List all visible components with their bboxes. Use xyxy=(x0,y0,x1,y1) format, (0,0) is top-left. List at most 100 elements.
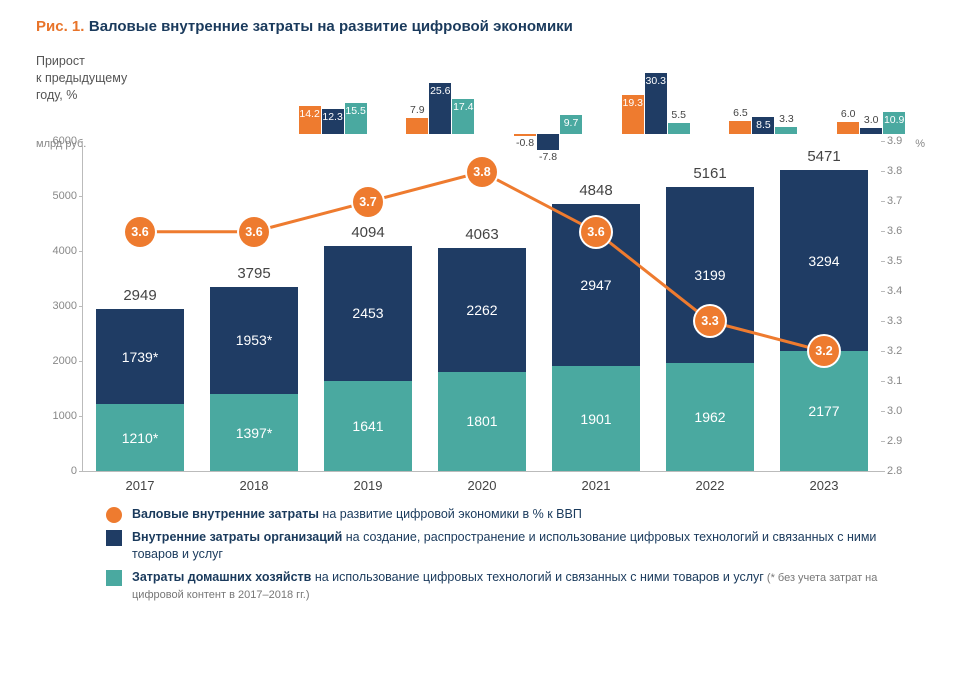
x-year-label: 2018 xyxy=(197,478,311,493)
segment-organizations: 3199 xyxy=(666,187,755,363)
y-right-tick: 2.9 xyxy=(887,435,919,447)
stack-total: 4063 xyxy=(438,226,527,243)
y-right-tick: 3.1 xyxy=(887,375,919,387)
segment-organizations: 1953* xyxy=(210,287,299,394)
growth-value: 15.5 xyxy=(341,105,371,117)
y-right-tick: 3.6 xyxy=(887,225,919,237)
stack-total: 2949 xyxy=(96,287,185,304)
x-year-label: 2017 xyxy=(83,478,197,493)
growth-value: 3.3 xyxy=(771,113,801,125)
y-left-tick: 2000 xyxy=(43,355,77,367)
x-year-label: 2019 xyxy=(311,478,425,493)
legend: Валовые внутренние затраты на развитие ц… xyxy=(106,506,925,603)
growth-bar: 7.9 xyxy=(406,118,428,134)
stack-bar: 217732945471 xyxy=(780,170,869,471)
x-year-label: 2020 xyxy=(425,478,539,493)
growth-value: 6.5 xyxy=(725,107,755,119)
stack-total: 5161 xyxy=(666,165,755,182)
y-left-tick: 5000 xyxy=(43,190,77,202)
year-slot-2020: 1801226240632020 xyxy=(425,142,539,471)
stack-total: 5471 xyxy=(780,148,869,165)
gdp-share-dot: 3.7 xyxy=(353,187,383,217)
year-slot-2018: 1397*1953*37952018 xyxy=(197,142,311,471)
gdp-share-dot: 3.6 xyxy=(239,217,269,247)
gdp-share-dot: 3.6 xyxy=(125,217,155,247)
x-year-label: 2022 xyxy=(653,478,767,493)
stack-bar: 164124534094 xyxy=(324,246,413,471)
main-chart: млрд руб. % 1210*1739*294920171397*1953*… xyxy=(36,142,925,472)
y-right-tick: 2.8 xyxy=(887,465,919,477)
segment-households: 1962 xyxy=(666,363,755,471)
y-left-tick: 3000 xyxy=(43,300,77,312)
gdp-share-dot: 3.2 xyxy=(809,336,839,366)
growth-group-2023: 6.03.010.9 xyxy=(817,44,925,134)
y-right-tick: 3.7 xyxy=(887,195,919,207)
segment-households: 1210* xyxy=(96,404,185,471)
growth-bar: 19.3 xyxy=(622,95,644,134)
y-right-tick: 3.8 xyxy=(887,165,919,177)
year-slot-2021: 1901294748482021 xyxy=(539,142,653,471)
legend-swatch xyxy=(106,570,122,586)
segment-households: 2177 xyxy=(780,351,869,471)
y-right-tick: 3.4 xyxy=(887,285,919,297)
x-year-label: 2023 xyxy=(767,478,881,493)
growth-group-2020: -0.8-7.89.7 xyxy=(494,44,602,134)
growth-group-2021: 19.330.35.5 xyxy=(602,44,710,134)
growth-value: 9.7 xyxy=(556,117,586,129)
growth-bar: 17.4 xyxy=(452,99,474,134)
growth-value: 19.3 xyxy=(618,97,648,109)
segment-organizations: 1739* xyxy=(96,309,185,405)
segment-households: 1641 xyxy=(324,381,413,471)
y-left-tick: 4000 xyxy=(43,245,77,257)
gdp-share-dot: 3.6 xyxy=(581,217,611,247)
growth-bar: 9.7 xyxy=(560,115,582,134)
stack-total: 3795 xyxy=(210,265,299,282)
growth-bar: 10.9 xyxy=(883,112,905,134)
growth-value: 30.3 xyxy=(641,75,671,87)
legend-swatch xyxy=(106,507,122,523)
y-left-tick: 6000 xyxy=(43,135,77,147)
segment-organizations: 3294 xyxy=(780,170,869,351)
growth-value: 5.5 xyxy=(664,109,694,121)
stack-total: 4848 xyxy=(552,182,641,199)
segment-households: 1801 xyxy=(438,372,527,471)
legend-text: Затраты домашних хозяйств на использован… xyxy=(132,569,925,603)
y-right-tick: 3.2 xyxy=(887,345,919,357)
segment-organizations: 2453 xyxy=(324,246,413,381)
stack-bar: 1210*1739*2949 xyxy=(96,309,185,471)
legend-text: Внутренние затраты организаций на создан… xyxy=(132,529,925,563)
growth-group-2018: 14.212.315.5 xyxy=(279,44,387,134)
growth-value: 10.9 xyxy=(879,114,909,126)
y-left-tick: 0 xyxy=(43,465,77,477)
gdp-share-dot: 3.8 xyxy=(467,157,497,187)
figure-label: Рис. 1. xyxy=(36,18,84,35)
growth-bar: 15.5 xyxy=(345,103,367,134)
x-year-label: 2021 xyxy=(539,478,653,493)
figure-title: Рис. 1. Валовые внутренние затраты на ра… xyxy=(36,18,925,36)
growth-bar: 5.5 xyxy=(668,123,690,134)
segment-households: 1901 xyxy=(552,366,641,471)
legend-swatch xyxy=(106,530,122,546)
legend-item: Внутренние затраты организаций на создан… xyxy=(106,529,925,563)
y-right-tick: 3.9 xyxy=(887,135,919,147)
segment-households: 1397* xyxy=(210,394,299,471)
legend-item: Затраты домашних хозяйств на использован… xyxy=(106,569,925,603)
growth-group-2022: 6.58.53.3 xyxy=(710,44,818,134)
growth-value: 17.4 xyxy=(448,101,478,113)
segment-organizations: 2262 xyxy=(438,248,527,372)
year-slot-2017: 1210*1739*29492017 xyxy=(83,142,197,471)
y-right-tick: 3.3 xyxy=(887,315,919,327)
growth-panel: Приростк предыдущемугоду, % 14.212.315.5… xyxy=(36,44,925,134)
year-slot-2023: 2177329454712023 xyxy=(767,142,881,471)
legend-text: Валовые внутренние затраты на развитие ц… xyxy=(132,506,582,523)
figure-title-text: Валовые внутренние затраты на развитие ц… xyxy=(89,18,573,35)
growth-panel-label: Приростк предыдущемугоду, % xyxy=(36,51,171,134)
y-left-tick: 1000 xyxy=(43,410,77,422)
stack-bar: 180122624063 xyxy=(438,248,527,471)
growth-bar: 30.3 xyxy=(645,73,667,134)
growth-group-2019: 7.925.617.4 xyxy=(386,44,494,134)
stack-bar: 1397*1953*3795 xyxy=(210,287,299,471)
legend-item: Валовые внутренние затраты на развитие ц… xyxy=(106,506,925,523)
stack-total: 4094 xyxy=(324,224,413,241)
y-right-tick: 3.0 xyxy=(887,405,919,417)
